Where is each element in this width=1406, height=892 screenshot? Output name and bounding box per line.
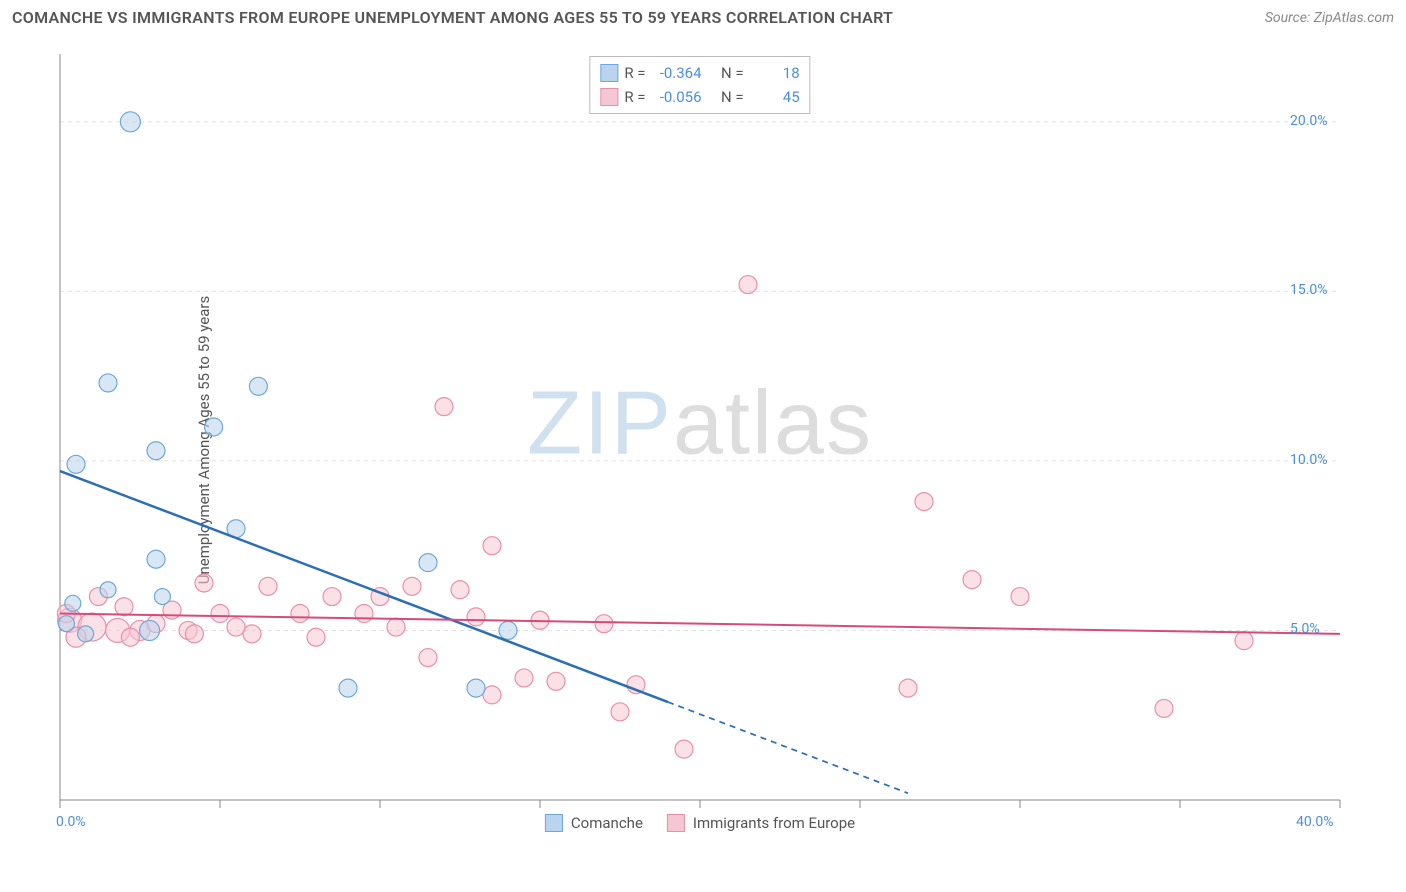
n-value-1: 45	[750, 85, 800, 109]
y-tick-20: 20.0%	[1290, 113, 1328, 129]
swatch-series-1-bottom	[667, 814, 685, 832]
legend-label-0: Comanche	[571, 814, 643, 832]
legend-stats-row: R = -0.364 N = 18	[600, 61, 799, 85]
y-tick-10: 10.0%	[1290, 452, 1328, 468]
r-value-1: -0.056	[652, 85, 702, 109]
y-tick-5: 5.0%	[1290, 621, 1320, 637]
n-label: N =	[721, 85, 744, 109]
source-label: Source: ZipAtlas.com	[1265, 10, 1394, 26]
y-tick-15: 15.0%	[1290, 282, 1328, 298]
x-tick-max: 40.0%	[1296, 814, 1334, 830]
legend-item: Immigrants from Europe	[667, 814, 855, 832]
legend-label-1: Immigrants from Europe	[693, 814, 855, 832]
scatter-plot	[50, 50, 1350, 830]
title-bar: COMANCHE VS IMMIGRANTS FROM EUROPE UNEMP…	[0, 0, 1406, 31]
legend-item: Comanche	[545, 814, 643, 832]
chart-area: Unemployment Among Ages 55 to 59 years Z…	[50, 50, 1350, 830]
legend-stats: R = -0.364 N = 18 R = -0.056 N = 45	[589, 56, 810, 114]
r-label: R =	[624, 61, 645, 85]
x-tick-min: 0.0%	[56, 814, 86, 830]
legend-stats-row: R = -0.056 N = 45	[600, 85, 799, 109]
swatch-series-1	[600, 88, 618, 106]
n-value-0: 18	[750, 61, 800, 85]
chart-title: COMANCHE VS IMMIGRANTS FROM EUROPE UNEMP…	[12, 8, 893, 27]
r-value-0: -0.364	[652, 61, 702, 85]
swatch-series-0	[600, 64, 618, 82]
r-label: R =	[624, 85, 645, 109]
swatch-series-0-bottom	[545, 814, 563, 832]
legend-series: Comanche Immigrants from Europe	[545, 814, 855, 832]
n-label: N =	[721, 61, 744, 85]
